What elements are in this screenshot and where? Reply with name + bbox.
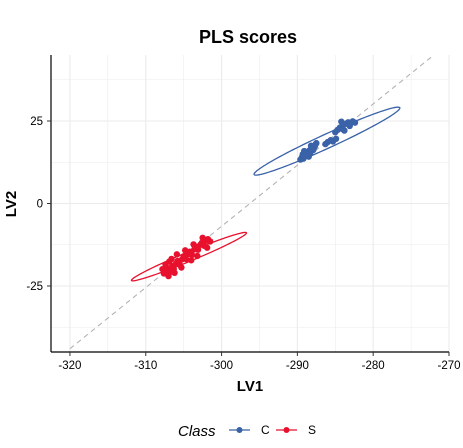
point-c — [299, 151, 306, 158]
legend-label-s: S — [308, 423, 316, 437]
point-s — [207, 238, 214, 245]
x-tick-label: -280 — [362, 360, 385, 372]
point-s — [194, 246, 202, 253]
point-c — [332, 135, 340, 143]
legend-title: Class — [178, 423, 216, 440]
legend-key-point-c — [236, 427, 243, 433]
point-s — [165, 272, 172, 280]
x-tick-label: -310 — [134, 360, 157, 372]
tick-labels: -320 -310 -300 -290 -280 -270 -25 0 25 — [26, 116, 460, 372]
point-s — [182, 255, 190, 263]
legend: Class C S — [178, 423, 316, 440]
reference-dashed-line — [69, 54, 435, 350]
legend-label-c: C — [261, 423, 270, 437]
legend-key-point-s — [283, 427, 290, 433]
point-s — [181, 247, 189, 254]
confidence-ellipses — [130, 106, 401, 282]
point-c — [338, 118, 345, 125]
point-s — [190, 241, 197, 248]
point-c — [305, 153, 312, 160]
point-c — [341, 127, 348, 134]
point-c — [346, 122, 353, 130]
point-s — [159, 265, 166, 273]
point-s — [188, 257, 195, 264]
point-s — [188, 251, 196, 259]
point-s — [194, 252, 201, 260]
y-tick-label: 25 — [30, 116, 43, 128]
x-tick-label: -300 — [210, 360, 233, 372]
point-s — [173, 251, 181, 258]
score-points — [159, 118, 359, 280]
point-s — [168, 255, 175, 263]
point-c — [307, 142, 315, 149]
y-axis-label: LV2 — [3, 191, 20, 217]
reference-line — [69, 54, 435, 350]
point-c — [351, 119, 359, 126]
point-s — [203, 244, 211, 251]
point-s — [171, 269, 178, 276]
grid-lines — [51, 55, 450, 352]
x-tick-label: -320 — [58, 360, 81, 372]
chart-title: PLS scores — [199, 27, 297, 47]
x-tick-label: -270 — [437, 360, 460, 372]
y-tick-label: -25 — [26, 281, 43, 293]
x-tick-label: -290 — [286, 360, 309, 372]
point-s — [178, 264, 185, 271]
point-s — [199, 234, 206, 242]
x-axis-label: LV1 — [237, 378, 263, 395]
y-tick-label: 0 — [37, 199, 43, 211]
